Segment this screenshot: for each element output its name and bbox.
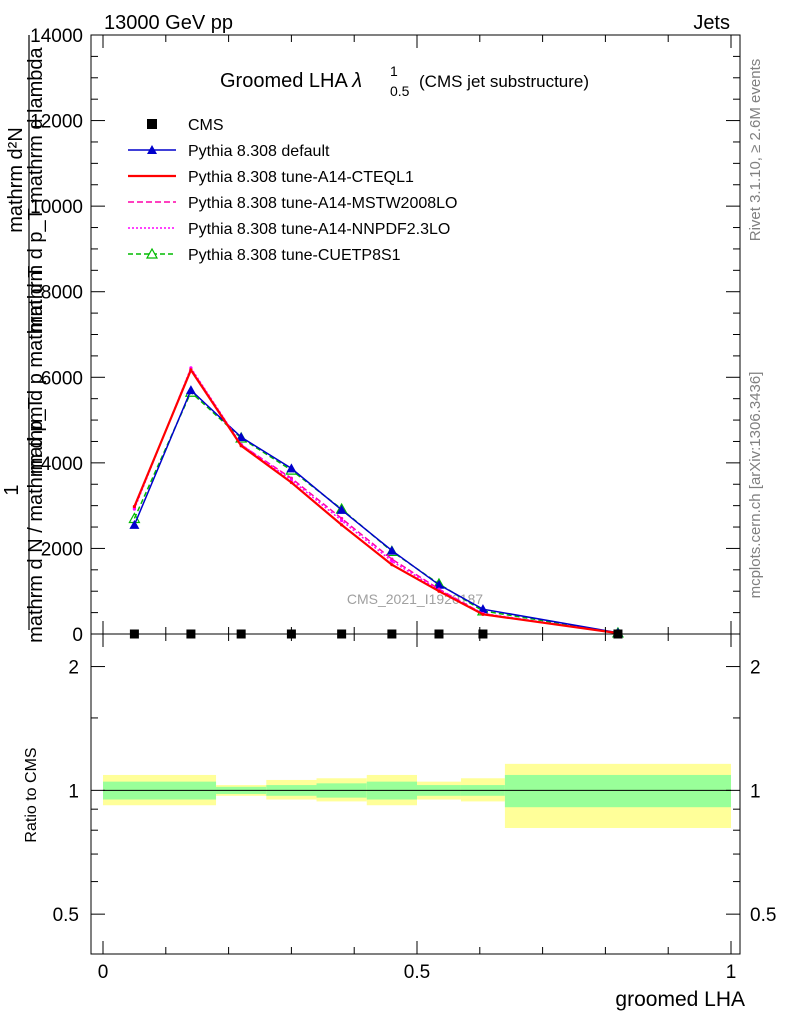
plot-title: Groomed LHA λ 1 0.5 (CMS jet substructur… bbox=[220, 63, 589, 99]
main-ytick-label: 8000 bbox=[41, 283, 83, 304]
legend-label-0: CMS bbox=[188, 117, 224, 134]
series-point-2 bbox=[437, 589, 441, 593]
main-ytick-label: 6000 bbox=[41, 368, 83, 389]
svg-text:Groomed LHA λ: Groomed LHA λ bbox=[220, 70, 362, 92]
ylabel-fraction-num: 1 bbox=[1, 484, 23, 495]
legend-label-3: Pythia 8.308 tune-A14-MSTW2008LO bbox=[188, 195, 457, 212]
series-point-4 bbox=[390, 559, 394, 563]
legend-triangle-5 bbox=[145, 247, 159, 259]
legend-label-4: Pythia 8.308 tune-A14-NNPDF2.3LO bbox=[188, 221, 450, 238]
y-axis-label: mathrm d²N mathrm d p_T mathrm d lambda … bbox=[1, 35, 47, 643]
ratio-xtick-label: 0 bbox=[98, 962, 109, 983]
ylabel-denominator-2: mathrm d p mathrm d T bbox=[25, 266, 47, 475]
legend-triangle-1 bbox=[147, 145, 157, 154]
legend-label-5: Pythia 8.308 tune-CUETP8S1 bbox=[188, 247, 401, 264]
series-point-1 bbox=[129, 519, 140, 529]
series-point-2 bbox=[289, 480, 293, 485]
series-point-2 bbox=[481, 612, 485, 616]
ratio-ytick-label-right: 1 bbox=[750, 781, 761, 802]
series-point-1 bbox=[236, 432, 247, 442]
ratio-frame bbox=[90, 633, 741, 955]
series-point-2 bbox=[340, 523, 344, 527]
legend: CMS Pythia 8.308 default Pythia 8.308 tune… bbox=[128, 117, 457, 264]
series-point-2 bbox=[189, 368, 193, 372]
ratio-band-inner-7 bbox=[504, 774, 731, 808]
ratio-ylabel: Ratio to CMS bbox=[23, 747, 40, 842]
series-point-2 bbox=[239, 444, 243, 448]
ratio-ytick-label: 2 bbox=[68, 658, 79, 679]
ratio-ytick-label-right: 0.5 bbox=[750, 905, 776, 926]
main-ytick-label: 2000 bbox=[41, 539, 83, 560]
header-right: Jets bbox=[693, 12, 730, 34]
series-point-1 bbox=[477, 604, 488, 614]
x-axis-label: groomed LHA bbox=[615, 988, 745, 1011]
series-point-2 bbox=[132, 504, 136, 509]
series-point-1 bbox=[336, 504, 347, 514]
ratio-xtick-label: 1 bbox=[726, 962, 737, 983]
series-point-4 bbox=[132, 507, 136, 511]
header-left: 13000 GeV pp bbox=[104, 12, 233, 34]
title-symbol: λ bbox=[351, 70, 362, 92]
main-ytick-label: 10000 bbox=[30, 197, 83, 218]
main-axes: 0 2000 4000 6000 8000 10000 12000 14000 bbox=[30, 26, 741, 646]
ratio-ytick-label-right: 2 bbox=[750, 658, 761, 679]
ratio-ytick-label: 1 bbox=[68, 781, 79, 802]
ylabel-numerator: mathrm d²N bbox=[5, 127, 27, 233]
main-ytick-label: 0 bbox=[72, 625, 83, 646]
series-point-4 bbox=[340, 519, 344, 523]
main-ytick-label: 14000 bbox=[30, 26, 83, 47]
series-point-1 bbox=[286, 463, 297, 473]
legend-label-2: Pythia 8.308 tune-A14-CTEQL1 bbox=[188, 169, 414, 186]
mcplots-label: mcplots.cern.ch [arXiv:1306.3436] bbox=[747, 372, 764, 599]
ratio-ytick-label: 0.5 bbox=[53, 905, 79, 926]
title-sub: 0.5 bbox=[390, 83, 410, 99]
title-sup: 1 bbox=[390, 63, 398, 79]
main-ytick-label: 12000 bbox=[30, 112, 83, 133]
ylabel-denominator: mathrm d N / mathrm d p_T bbox=[25, 397, 47, 643]
main-ytick-label: 4000 bbox=[41, 454, 83, 475]
ratio-axes: 0 0.5 1 0.5 0.5 1 1 2 2 bbox=[53, 633, 776, 983]
legend-label-1: Pythia 8.308 default bbox=[188, 143, 330, 160]
title-text: Groomed LHA bbox=[220, 70, 348, 92]
series-point-1 bbox=[433, 579, 444, 589]
rivet-label: Rivet 3.1.10, ≥ 2.6M events bbox=[747, 59, 764, 242]
title-suffix: (CMS jet substructure) bbox=[419, 72, 589, 91]
series-point-1 bbox=[185, 385, 196, 395]
series-point-1 bbox=[386, 545, 397, 555]
ratio-xtick-label: 0.5 bbox=[404, 962, 430, 983]
ratio-plot-area bbox=[103, 763, 731, 828]
ylabel-numerator-2: mathrm d p_T mathrm d lambda bbox=[25, 46, 47, 332]
legend-marker-cms bbox=[147, 119, 157, 129]
series-point-2 bbox=[390, 563, 394, 567]
